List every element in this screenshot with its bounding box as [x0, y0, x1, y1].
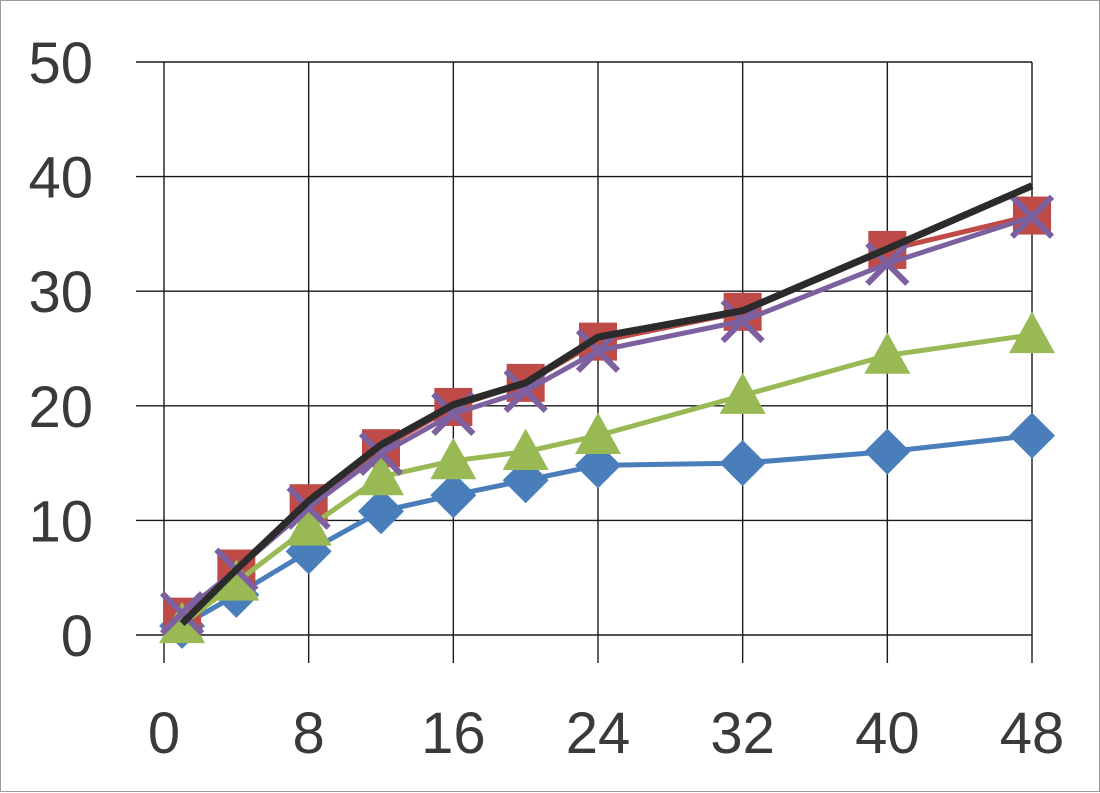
x-tick-label: 24	[566, 701, 631, 766]
x-tick-label: 40	[855, 701, 920, 766]
y-tick-label: 40	[28, 146, 93, 211]
x-marker-stroke	[865, 241, 910, 286]
y-tick-label: 10	[28, 489, 93, 554]
x-axis-ticks: 0 8 16 24 32 40 48	[148, 701, 1064, 766]
series-group	[159, 182, 1055, 649]
x-marker	[865, 241, 910, 286]
series-5	[179, 182, 1034, 627]
diamond-marker	[358, 488, 404, 535]
x-marker-stroke	[159, 591, 205, 636]
triangle-marker	[430, 437, 477, 480]
x-marker	[1009, 194, 1055, 239]
triangle-marker	[1009, 311, 1055, 354]
x-marker	[159, 591, 205, 636]
diamond-marker	[864, 428, 911, 475]
diamond-marker	[719, 440, 766, 487]
y-axis-ticks: 0 10 20 30 40 50	[28, 31, 93, 669]
x-tick-label: 48	[1000, 701, 1065, 766]
triangle-marker	[575, 412, 621, 454]
triangle-marker	[358, 453, 404, 496]
diamond-marker	[430, 472, 477, 519]
series-2	[163, 196, 1051, 636]
series-5-line	[179, 182, 1034, 627]
y-tick-label: 0	[61, 604, 93, 669]
x-marker-stroke	[1009, 194, 1055, 239]
y-tick-label: 50	[28, 31, 93, 96]
x-tick-label: 32	[710, 701, 775, 766]
series-4	[159, 194, 1055, 636]
triangle-marker	[864, 332, 911, 374]
triangle-marker	[213, 559, 260, 601]
x-tick-label: 0	[148, 701, 180, 766]
diamond-marker	[1009, 412, 1055, 459]
x-tick-label: 8	[293, 701, 325, 766]
x-tick-label: 16	[421, 701, 486, 766]
y-tick-label: 30	[28, 260, 93, 325]
series-3	[159, 311, 1055, 644]
triangle-marker	[719, 372, 766, 414]
series-1-line	[180, 433, 1033, 629]
triangle-marker	[285, 504, 332, 546]
y-tick-label: 20	[28, 375, 93, 440]
series-3-line	[180, 332, 1033, 627]
triangle-marker	[502, 428, 549, 471]
